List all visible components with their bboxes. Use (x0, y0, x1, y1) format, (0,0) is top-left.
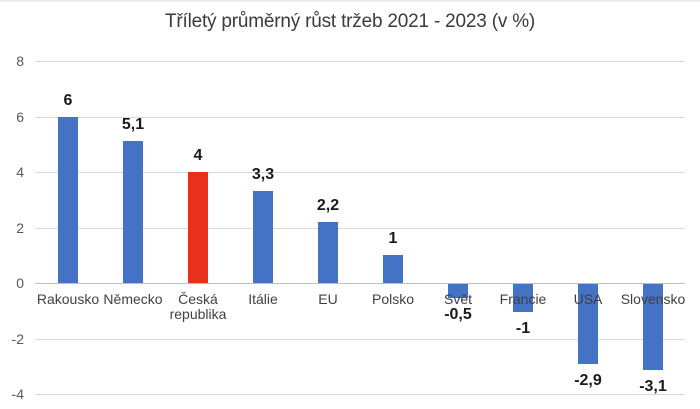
category-label: Itálie (248, 291, 278, 307)
y-tick-label: 8 (16, 53, 24, 69)
y-tick-label: 0 (16, 275, 24, 291)
data-label: 3,3 (251, 166, 275, 183)
gridline (35, 339, 685, 340)
category-label: Polsko (371, 291, 415, 307)
data-label: -2,9 (574, 372, 602, 389)
bar-slovensko[interactable] (643, 284, 663, 370)
x-axis-line (35, 283, 685, 284)
bar-n-mecko[interactable] (123, 141, 143, 283)
data-label: 1 (388, 230, 398, 247)
data-label: 2,2 (316, 197, 340, 214)
category-label: Francie (499, 291, 547, 307)
bar-eu[interactable] (318, 222, 338, 283)
gridline (35, 117, 685, 118)
category-label: EU (318, 291, 338, 307)
bar-francie[interactable] (513, 284, 533, 312)
data-label: -0,5 (444, 306, 472, 323)
bar-polsko[interactable] (383, 255, 403, 283)
bar-usa[interactable] (578, 284, 598, 364)
category-label: Česká republika (169, 291, 227, 322)
gridline (35, 172, 685, 173)
y-tick-label: 6 (16, 109, 24, 125)
gridline (35, 228, 685, 229)
bar-sv-t[interactable] (448, 284, 468, 298)
category-label: Svět (443, 291, 472, 307)
bar--esk-republika[interactable] (188, 172, 208, 283)
gridline (35, 394, 685, 395)
data-label: 6 (63, 92, 73, 109)
bar-rakousko[interactable] (58, 117, 78, 284)
bar-it-lie[interactable] (253, 191, 273, 283)
data-label: -1 (515, 320, 531, 337)
y-tick-label: 4 (16, 164, 24, 180)
category-label: Rakousko (36, 291, 100, 307)
category-label: USA (573, 291, 603, 307)
y-tick-label: -4 (11, 386, 24, 402)
y-tick-label: -2 (11, 331, 24, 347)
data-label: -3,1 (639, 378, 667, 395)
data-label: 4 (193, 147, 203, 164)
gridline (35, 61, 685, 62)
data-label: 5,1 (121, 116, 145, 133)
y-tick-label: 2 (16, 220, 24, 236)
category-label: Slovensko (620, 291, 686, 307)
category-label: Německo (103, 291, 163, 307)
window-top-border (0, 0, 700, 2)
chart-title: Tříletý průměrný růst tržeb 2021 - 2023 … (164, 11, 536, 32)
